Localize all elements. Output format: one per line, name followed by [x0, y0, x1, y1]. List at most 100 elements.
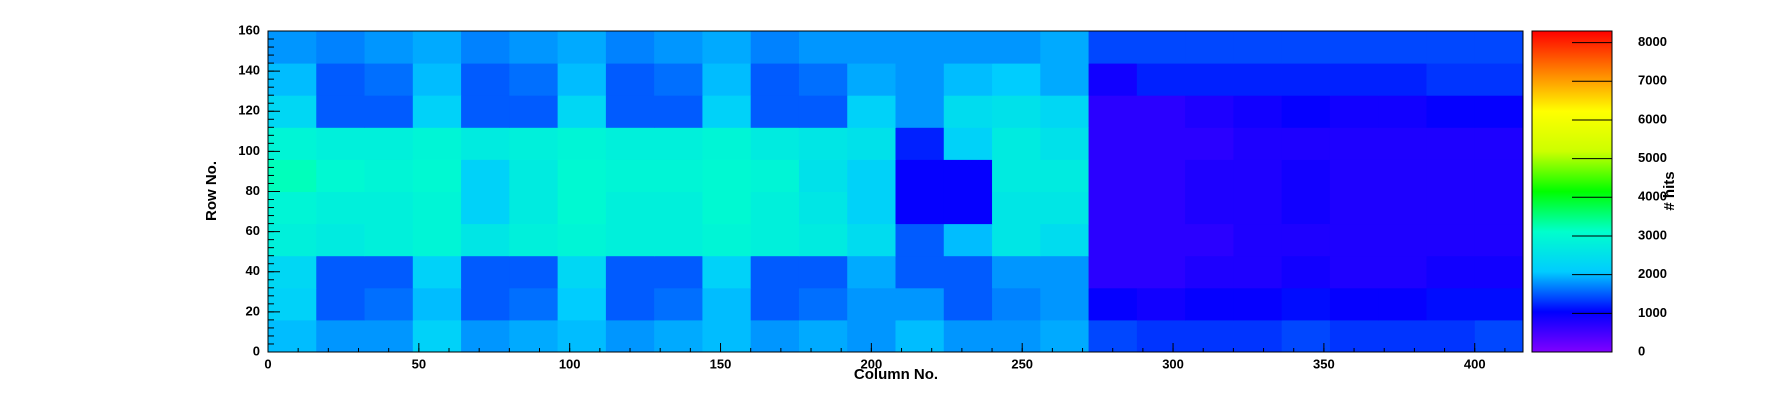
heatmap-cell: [461, 159, 510, 192]
heatmap-cell: [1474, 255, 1524, 289]
heatmap-cell: [1378, 63, 1427, 96]
heatmap-cell: [992, 31, 1041, 64]
heatmap-cell: [654, 95, 703, 128]
heatmap-cell: [1185, 63, 1234, 96]
heatmap-cell: [992, 287, 1041, 321]
heatmap-cell: [847, 223, 896, 257]
heatmap-cell: [1426, 255, 1476, 289]
heatmap-cell: [268, 191, 317, 225]
x-axis-title: Column No.: [854, 366, 938, 383]
heatmap-cell: [750, 95, 800, 128]
heatmap-cell: [364, 159, 414, 192]
heatmap-cell: [654, 287, 703, 321]
z-tick-label: 5000: [1638, 150, 1667, 165]
y-tick-label: 100: [238, 143, 260, 158]
heatmap-cell: [509, 287, 559, 321]
heatmap-cell: [895, 319, 945, 353]
heatmap-cell: [1474, 95, 1524, 128]
heatmap-cell: [1426, 63, 1476, 96]
heatmap-cell: [992, 127, 1041, 160]
heatmap-cell: [1426, 31, 1476, 64]
heatmap-cell: [509, 191, 559, 225]
heatmap-cell: [316, 191, 366, 225]
heatmap-cell: [895, 159, 945, 192]
heatmap-cell: [1378, 287, 1427, 321]
heatmap-cell: [1088, 95, 1138, 128]
heatmap-cell: [1426, 191, 1476, 225]
z-tick-label: 8000: [1638, 34, 1667, 49]
heatmap-cell: [1233, 191, 1283, 225]
heatmap-cell: [1329, 223, 1379, 257]
heatmap-cell: [750, 159, 800, 192]
heatmap-cell: [316, 31, 366, 64]
heatmap-cell: [1474, 223, 1524, 257]
heatmap-cell: [509, 95, 559, 128]
heatmap-cell: [1136, 63, 1186, 96]
heatmap-cell: [509, 127, 559, 160]
heatmap-cell: [750, 191, 800, 225]
heatmap-cell: [943, 255, 993, 289]
heatmap-cell: [605, 223, 655, 257]
heatmap-cell: [1185, 287, 1234, 321]
y-tick-label: 80: [246, 183, 260, 198]
heatmap-cell: [1281, 319, 1331, 353]
heatmap-cell: [1233, 287, 1283, 321]
heatmap-cell: [654, 223, 703, 257]
heatmap-cell: [847, 191, 896, 225]
heatmap-cell: [943, 287, 993, 321]
x-tick-label: 150: [710, 356, 732, 371]
heatmap-cell: [798, 319, 848, 353]
z-tick-label: 7000: [1638, 73, 1667, 88]
heatmap-cell: [1474, 191, 1524, 225]
heatmap-cell: [412, 255, 462, 289]
heatmap-cell: [1136, 31, 1186, 64]
heatmap-cell: [992, 95, 1041, 128]
heatmap-cell: [1088, 319, 1138, 353]
heatmap-cell: [992, 159, 1041, 192]
heatmap-cell: [605, 191, 655, 225]
heatmap-cell: [605, 63, 655, 96]
heatmap-cell: [1329, 191, 1379, 225]
heatmap-cell: [1426, 223, 1476, 257]
heatmap-cell: [1088, 63, 1138, 96]
z-tick-label: 2000: [1638, 266, 1667, 281]
heatmap-cell: [1474, 319, 1524, 353]
x-tick-label: 0: [264, 356, 271, 371]
heatmap-cell: [1426, 95, 1476, 128]
heatmap-cell: [557, 95, 607, 128]
heatmap-cell: [1329, 287, 1379, 321]
heatmap-cell: [654, 31, 703, 64]
heatmap-cell: [1185, 319, 1234, 353]
x-tick-label: 400: [1464, 356, 1486, 371]
heatmap-cell: [798, 287, 848, 321]
heatmap-cell: [268, 127, 317, 160]
heatmap-cell: [1136, 319, 1186, 353]
heatmap-cell: [1088, 223, 1138, 257]
heatmap-cell: [1474, 159, 1524, 192]
heatmap-cell: [943, 127, 993, 160]
heatmap-cell: [1378, 127, 1427, 160]
heatmap-cell: [461, 287, 510, 321]
heatmap-cell: [992, 223, 1041, 257]
color-bar: [1531, 30, 1613, 353]
heatmap-cell: [1426, 287, 1476, 321]
heatmap-cell: [1281, 159, 1331, 192]
heatmap-cell: [1233, 159, 1283, 192]
heatmap-cell: [1378, 223, 1427, 257]
heatmap-cell: [1185, 127, 1234, 160]
x-tick-label: 250: [1011, 356, 1033, 371]
heatmap-cell: [1040, 287, 1090, 321]
heatmap-cell: [1281, 127, 1331, 160]
heatmap-cell: [461, 127, 510, 160]
heatmap-cell: [557, 287, 607, 321]
heatmap-cell: [702, 287, 752, 321]
heatmap-cell: [1233, 63, 1283, 96]
heatmap-cell: [1281, 31, 1331, 64]
heatmap-cell: [268, 31, 317, 64]
heatmap-cell: [268, 287, 317, 321]
heatmap-cell: [895, 255, 945, 289]
heatmap-cell: [895, 63, 945, 96]
z-tick-label: 6000: [1638, 111, 1667, 126]
heatmap-cell: [1378, 31, 1427, 64]
heatmap-cell: [1474, 127, 1524, 160]
